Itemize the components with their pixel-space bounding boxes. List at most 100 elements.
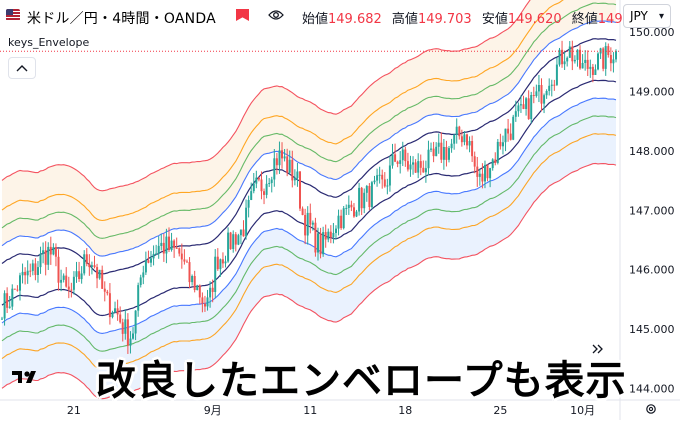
tradingview-logo-icon[interactable] — [12, 369, 42, 385]
indicator-label[interactable]: keys_Envelope — [8, 36, 90, 49]
candle-body — [19, 275, 21, 291]
envelope-inner-line — [1, 38, 617, 275]
envelope-bands — [1, 0, 617, 400]
candle-body — [368, 186, 371, 207]
candle-body — [540, 85, 543, 104]
candle-body — [327, 231, 330, 240]
candle-body — [363, 192, 366, 209]
candle-body — [350, 204, 353, 208]
x-tick-label: 25 — [493, 404, 507, 417]
candle-body — [607, 46, 610, 55]
candle-body — [579, 49, 581, 69]
candle-body — [522, 104, 525, 109]
candle-body — [39, 253, 42, 268]
candle-body — [299, 171, 301, 209]
candle-body — [322, 232, 325, 255]
currency-select[interactable]: JPY ▾ — [623, 4, 671, 28]
candle-body — [219, 259, 222, 270]
candle-body — [309, 212, 312, 225]
candle-body — [214, 256, 217, 292]
candle-body — [206, 297, 209, 307]
eye-icon[interactable] — [268, 9, 284, 21]
candle-body — [509, 133, 512, 140]
candle-body — [52, 247, 55, 255]
low-label: 安値 — [481, 12, 508, 27]
candle-body — [422, 167, 425, 173]
candle-body — [273, 158, 276, 180]
candle-body — [615, 51, 617, 60]
candle-body — [517, 105, 520, 112]
x-axis[interactable]: 21 9月 11 18 25 10月 — [0, 399, 680, 417]
candle-body — [242, 229, 245, 237]
collapse-button[interactable] — [8, 57, 36, 79]
candle-body — [247, 200, 250, 208]
symbol-title[interactable]: 米ドル／円・4時間・OANDA — [27, 11, 216, 27]
candle-body — [90, 265, 93, 267]
candle-body — [6, 293, 9, 308]
chevron-down-icon: ▾ — [658, 11, 664, 22]
candle-body — [304, 215, 307, 236]
candle-body — [227, 232, 230, 262]
envelope-center — [1, 38, 617, 317]
candle-body — [473, 156, 476, 167]
candle-body — [60, 279, 63, 283]
candle-body — [111, 312, 114, 318]
candle-body — [147, 260, 150, 263]
x-tick-label: 18 — [398, 404, 412, 417]
candle-body — [293, 178, 296, 181]
candle-body — [221, 259, 224, 264]
red-flag-icon[interactable] — [236, 9, 249, 21]
y-axis[interactable]: 144.000 145.000 146.000 147.000 148.000 149.0… — [619, 0, 675, 420]
candle-body — [245, 207, 248, 237]
candle-body — [450, 143, 453, 149]
y-tick-label: 146.000 — [629, 264, 675, 277]
candle-body — [291, 159, 294, 181]
candle-body — [314, 222, 317, 253]
candle-body — [134, 310, 137, 334]
candle-body — [481, 173, 484, 182]
candle-body — [106, 291, 109, 294]
candle-body — [589, 66, 592, 69]
candle-body — [491, 159, 494, 169]
candle-body — [478, 173, 481, 177]
candle-body — [545, 91, 548, 96]
low-value: 149.620 — [507, 12, 562, 27]
candle-body — [278, 150, 281, 166]
candle-body — [530, 95, 533, 119]
scroll-to-right-icon[interactable] — [589, 342, 607, 358]
candle-body — [3, 293, 6, 319]
x-tick-label: 11 — [303, 404, 317, 417]
candle-body — [519, 104, 522, 106]
candle-body — [445, 147, 448, 160]
candle-body — [373, 180, 376, 183]
y-tick-label: 150.000 — [629, 26, 675, 39]
candle-body — [170, 240, 173, 250]
candle-body — [155, 253, 158, 255]
candle-body — [396, 161, 399, 164]
candle-body — [157, 245, 160, 254]
candle-body — [543, 95, 546, 104]
candle-body — [132, 333, 134, 339]
candle-body — [424, 168, 427, 173]
candle-body — [88, 263, 91, 268]
candle-body — [191, 276, 194, 283]
candles — [1, 40, 617, 354]
gear-icon[interactable] — [645, 403, 657, 415]
candle-body — [527, 98, 530, 119]
candle-body — [504, 128, 507, 143]
candle-body — [234, 234, 237, 245]
candle-body — [114, 308, 116, 313]
candle-body — [311, 222, 314, 225]
candle-body — [370, 182, 373, 207]
candle-body — [85, 254, 88, 264]
candle-body — [44, 250, 47, 265]
envelope-band-line — [1, 2, 617, 239]
envelope-band-line — [1, 162, 617, 400]
candle-body — [180, 253, 183, 260]
candle-body — [31, 263, 34, 271]
candle-body — [275, 158, 278, 166]
candle-body — [67, 286, 70, 290]
candle-body — [602, 48, 605, 69]
